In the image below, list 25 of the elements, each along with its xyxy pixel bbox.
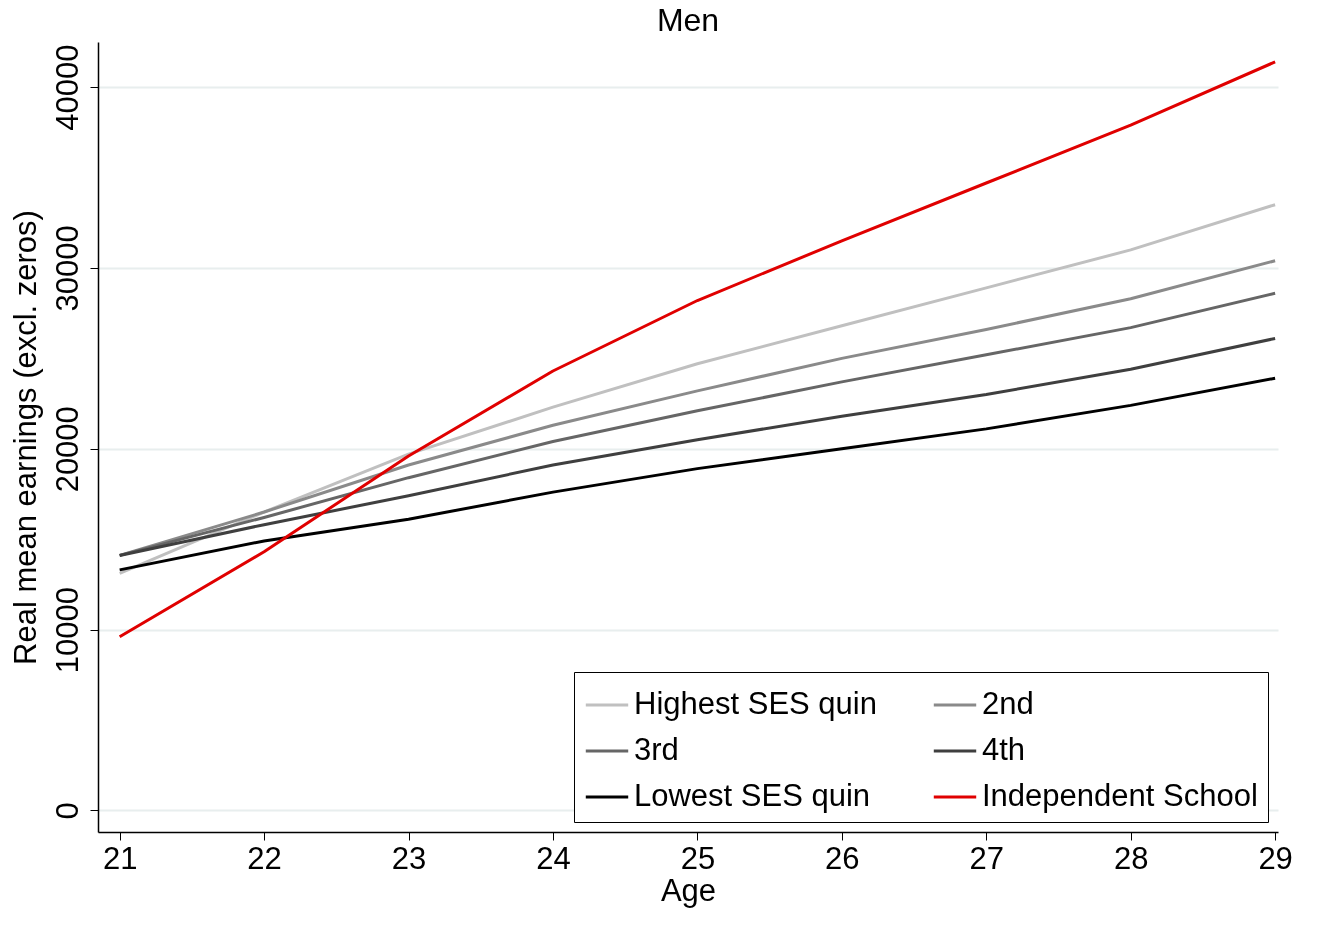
line-series (118, 203, 1277, 575)
x-tick-label: 24 (536, 840, 571, 876)
legend-label: 4th (982, 732, 1026, 767)
x-tick-label: 21 (102, 840, 138, 876)
y-tick-label: 10000 (49, 586, 85, 674)
legend-label: 2nd (982, 686, 1034, 721)
legend-label: Independent School (982, 778, 1258, 813)
line-series (118, 60, 1277, 639)
y-tick-label: 30000 (49, 225, 85, 312)
y-tick-label: 40000 (49, 44, 85, 131)
x-tick-label: 27 (969, 840, 1004, 876)
line-series (118, 336, 1277, 557)
x-tick-label: 22 (247, 840, 282, 876)
y-tick-label: 20000 (49, 406, 85, 493)
y-tick-label: 0 (49, 802, 85, 820)
legend-label: Highest SES quin (634, 686, 877, 721)
line-series (118, 376, 1277, 572)
y-axis-title: Real mean earnings (excl. zeros) (7, 210, 43, 665)
x-tick-label: 29 (1258, 840, 1293, 876)
legend-label: Lowest SES quin (634, 778, 871, 813)
x-tick-label: 26 (825, 840, 860, 876)
legend-label: 3rd (634, 732, 679, 767)
x-tick-label: 23 (391, 840, 427, 876)
x-tick-label: 28 (1113, 840, 1149, 876)
chart-title: Men (656, 2, 720, 38)
